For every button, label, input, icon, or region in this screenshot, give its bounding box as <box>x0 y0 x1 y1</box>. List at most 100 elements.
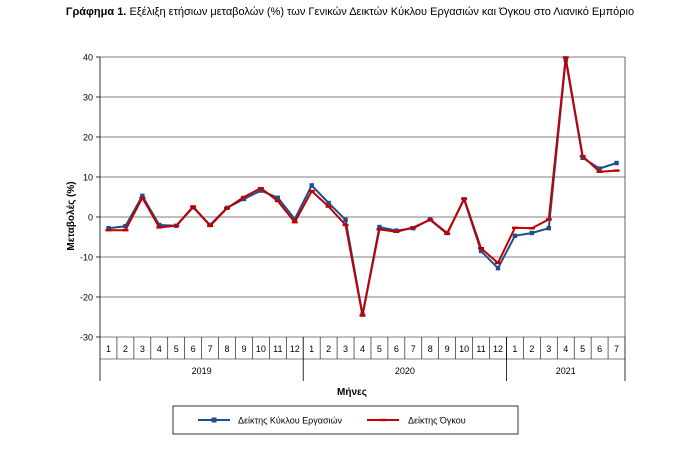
data-point <box>106 226 111 231</box>
x-tick-label: 3 <box>546 344 551 354</box>
data-point <box>122 229 129 232</box>
series-line <box>108 58 617 316</box>
y-tick-label: 30 <box>83 93 93 103</box>
x-tick-label: 11 <box>476 344 485 354</box>
y-tick-label: 40 <box>83 53 93 63</box>
legend-box <box>172 405 519 435</box>
y-tick-label: 10 <box>83 173 93 183</box>
data-point <box>393 230 400 233</box>
x-tick-label: 2 <box>326 344 331 354</box>
x-tick-label: 1 <box>512 344 517 354</box>
data-point <box>377 224 382 230</box>
x-tick-label: 3 <box>343 344 348 354</box>
x-tick-label: 4 <box>360 344 365 354</box>
data-point <box>140 193 145 198</box>
data-point <box>275 195 281 200</box>
data-point <box>511 226 518 229</box>
data-point <box>325 205 332 208</box>
series-lines <box>105 56 620 317</box>
x-tick-label: 11 <box>273 344 282 354</box>
data-point <box>528 227 535 230</box>
data-point <box>257 187 264 190</box>
data-point <box>478 248 484 254</box>
data-point <box>394 228 399 233</box>
x-tick-label: 8 <box>428 344 433 354</box>
x-tick-label: 9 <box>445 344 450 354</box>
gridlines <box>100 56 625 338</box>
x-tick-label: 4 <box>157 344 162 354</box>
x-tick-label: 7 <box>208 344 213 354</box>
legend: Δείκτης Κύκλου Εργασιών Δείκτης Όγκου <box>172 405 519 435</box>
series-1 <box>106 57 619 317</box>
data-point <box>461 197 468 200</box>
data-point <box>546 226 551 231</box>
data-point <box>190 205 197 208</box>
x-tick-label: 5 <box>580 344 585 354</box>
data-point <box>258 188 264 193</box>
x-tick-label: 9 <box>241 344 246 354</box>
data-point <box>579 155 586 158</box>
year-label: 2021 <box>556 366 576 376</box>
caption-label: Γράφημα 1. <box>65 6 127 18</box>
data-point <box>157 222 162 228</box>
axes <box>96 56 626 381</box>
chart-caption: Γράφημα 1. Εξέλιξη ετήσιων μεταβολών (%)… <box>0 6 700 18</box>
data-point <box>139 196 146 199</box>
x-tick-label: 2 <box>529 344 534 354</box>
data-point <box>444 232 451 235</box>
x-tick-label: 10 <box>459 344 469 354</box>
data-point <box>342 223 349 227</box>
caption-text: Εξέλιξη ετήσιων μεταβολών (%) των Γενικώ… <box>129 6 635 18</box>
y-tick-label: -20 <box>80 293 93 303</box>
data-point <box>241 196 247 202</box>
data-point <box>123 224 128 229</box>
data-point <box>207 224 214 227</box>
data-point <box>410 226 417 229</box>
x-tick-label: 1 <box>106 344 111 354</box>
data-point <box>596 170 603 173</box>
x-tick-label: 12 <box>290 344 300 354</box>
data-point <box>427 218 434 221</box>
data-point <box>291 221 298 224</box>
data-point <box>529 230 535 236</box>
data-point <box>359 314 366 317</box>
y-tick-label: 20 <box>83 133 93 143</box>
x-tick-label: 12 <box>493 344 503 354</box>
x-tick-label: 4 <box>563 344 568 354</box>
data-point <box>156 226 163 229</box>
y-tick-label: 0 <box>88 213 93 223</box>
data-point <box>613 169 620 172</box>
data-point <box>580 155 585 160</box>
x-tick-label: 6 <box>597 344 602 354</box>
x-tick-label: 5 <box>377 344 382 354</box>
x-tick-label: 7 <box>411 344 416 354</box>
data-point <box>495 266 501 271</box>
x-axis-title: Μήνες <box>337 387 367 398</box>
data-point <box>478 247 485 250</box>
data-point <box>512 233 518 238</box>
data-point <box>274 199 281 203</box>
data-point <box>224 207 231 210</box>
series-2 <box>105 56 620 317</box>
x-tick-label: 6 <box>394 344 399 354</box>
legend-label: Δείκτης Κύκλου Εργασιών <box>238 416 343 426</box>
x-tick-label: 1 <box>309 344 314 354</box>
y-axis-title: Μεταβολές (%) <box>66 181 77 250</box>
data-point <box>292 216 297 222</box>
data-point <box>494 261 501 265</box>
x-tick-label: 10 <box>256 344 266 354</box>
series-line <box>108 56 617 317</box>
x-tick-label: 3 <box>140 344 145 354</box>
x-tick-label: 8 <box>225 344 230 354</box>
legend-marker <box>380 418 386 422</box>
year-label: 2020 <box>395 366 415 376</box>
data-point <box>240 195 247 199</box>
x-tick-label: 6 <box>191 344 196 354</box>
data-point <box>309 183 314 188</box>
legend-label: Δείκτης Όγκου <box>408 416 466 426</box>
data-point <box>308 189 315 193</box>
data-point <box>343 217 348 222</box>
x-tick-label: 5 <box>174 344 179 354</box>
